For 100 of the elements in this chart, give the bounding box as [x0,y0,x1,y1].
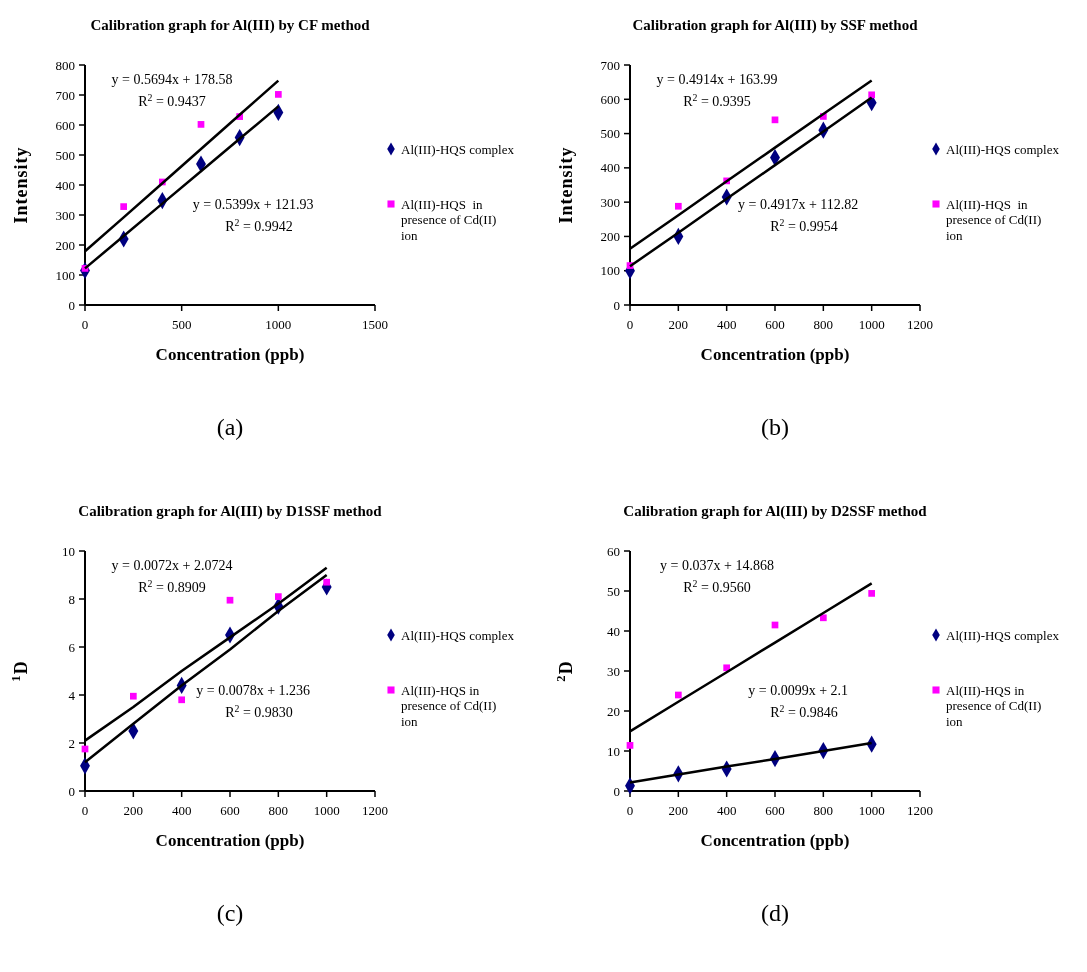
x-tick-label: 1000 [858,803,885,818]
x-tick-label: 200 [668,803,689,818]
y-tick-label: 60 [607,543,620,559]
y-tick-label: 8 [68,591,75,607]
x-tick-label: 1000 [313,803,340,818]
y-tick-label: 200 [55,237,75,253]
y-tick-label: 400 [55,177,75,193]
y-tick-label: 10 [62,543,75,559]
annotation: y = 0.0072x + 2.0724 [111,558,233,574]
y-tick-label: 800 [55,57,75,73]
x-tick-label: 1000 [858,317,885,332]
x-tick-label: 400 [716,317,737,332]
point [868,590,876,597]
y-tick-label: 100 [600,263,620,279]
annotation: R$^{2}$ = 0.9954 [770,216,838,234]
y-tick-label: 300 [55,207,75,223]
point [274,91,282,98]
chart-title: Calibration graph for Al(III) by D1SSF method [78,503,383,520]
y-tick-label: 4 [68,687,76,703]
y-tick-label: 2 [68,735,75,751]
text: (b) [761,414,789,440]
y-tick-label: 10 [607,743,620,759]
point [868,91,876,99]
annotation: R$^{2}$ = 0.9830 [225,702,293,720]
y-tick-label: 50 [607,583,620,599]
y-tick-label: 600 [55,117,75,133]
x-tick-label: 0 [626,317,634,332]
legend-label: Al(III)-HQS complex [946,141,1060,157]
point [129,692,137,700]
point [120,203,128,210]
annotation: R$^{2}$ = 0.9846 [770,702,838,720]
x-tick-label: 400 [716,803,737,818]
y-tick-label: 300 [600,194,620,210]
annotation: R$^{2}$ = 0.9560 [683,577,751,595]
legend-label: Al(III)-HQS complex [401,627,515,643]
annotation: y = 0.5399x + 121.93 [192,197,314,213]
point [674,691,682,699]
point [723,664,731,672]
annotation: y = 0.0099x + 2.1 [748,683,849,699]
point [178,696,186,704]
legend-label: Al(III)-HQS in presence of Cd(II) ion [401,682,497,729]
x-tick-label: 1000 [265,317,292,332]
annotation: R$^{2}$ = 0.9942 [225,216,293,234]
text: (d) [761,900,789,926]
y-tick-label: 30 [607,663,620,679]
text: (a) [216,414,244,440]
legend-label: Al(III)-HQS in presence of Cd(II) ion [401,196,497,243]
x-tick-label: 600 [765,803,785,818]
y-tick-label: 700 [55,87,75,103]
y-tick-label: 0 [68,297,75,313]
x-tick-label: 1200 [362,803,388,818]
x-axis-title: Concentration (ppb) [700,831,850,850]
annotation: y = 0.037x + 14.868 [660,558,774,574]
x-tick-label: 200 [668,317,689,332]
chart-title: Calibration graph for Al(III) by D2SSF method [623,503,928,520]
annotation: R$^{2}$ = 0.8909 [138,577,206,595]
y-tick-label: 500 [55,147,75,163]
point [274,593,282,600]
chart-title: Calibration graph for Al(III) by SSF method [632,17,919,34]
y-tick-label: 200 [600,228,620,244]
y-tick-label: 40 [607,623,620,639]
y-tick-label: 500 [600,126,620,142]
y-tick-label: 0 [613,783,620,799]
point [197,121,205,128]
x-tick-label: 1200 [907,803,933,818]
x-tick-label: 0 [81,803,89,818]
x-tick-label: 200 [123,803,144,818]
x-tick-label: 0 [81,317,89,332]
y-axis-title: Intensity [11,146,31,224]
annotation: y = 0.0078x + 1.236 [196,683,311,699]
x-tick-label: 800 [268,803,289,818]
x-axis-title: Concentration (ppb) [700,345,850,364]
x-tick-label: 1500 [362,317,388,332]
point [226,596,234,604]
x-tick-label: 800 [813,317,834,332]
point [674,202,682,210]
x-tick-label: 600 [220,803,240,818]
x-tick-label: 800 [813,803,834,818]
x-tick-label: 400 [171,803,192,818]
annotation: R$^{2}$ = 0.9437 [138,91,206,109]
y-tick-label: 0 [613,297,620,313]
y-tick-label: 0 [68,783,75,799]
annotation: R$^{2}$ = 0.9395 [683,91,751,109]
point [323,578,331,586]
y-tick-label: 700 [600,57,620,73]
legend-label: Al(III)-HQS complex [946,627,1060,643]
x-axis-title: Concentration (ppb) [155,831,305,850]
chart-title: Calibration graph for Al(III) by CF method [90,17,371,34]
point [626,742,634,749]
x-tick-label: 500 [171,317,192,332]
y-tick-label: 20 [607,703,620,719]
y-tick-label: 6 [68,639,76,655]
annotation: y = 0.4917x + 112.82 [738,197,859,213]
y-tick-label: 100 [55,267,75,283]
text: (c) [216,900,244,926]
y-tick-label: 600 [600,91,620,107]
x-tick-label: 1200 [907,317,933,332]
y-tick-label: 400 [600,160,620,176]
legend-label: Al(III)-HQS complex [401,141,515,157]
annotation: y = 0.4914x + 163.99 [656,72,778,88]
